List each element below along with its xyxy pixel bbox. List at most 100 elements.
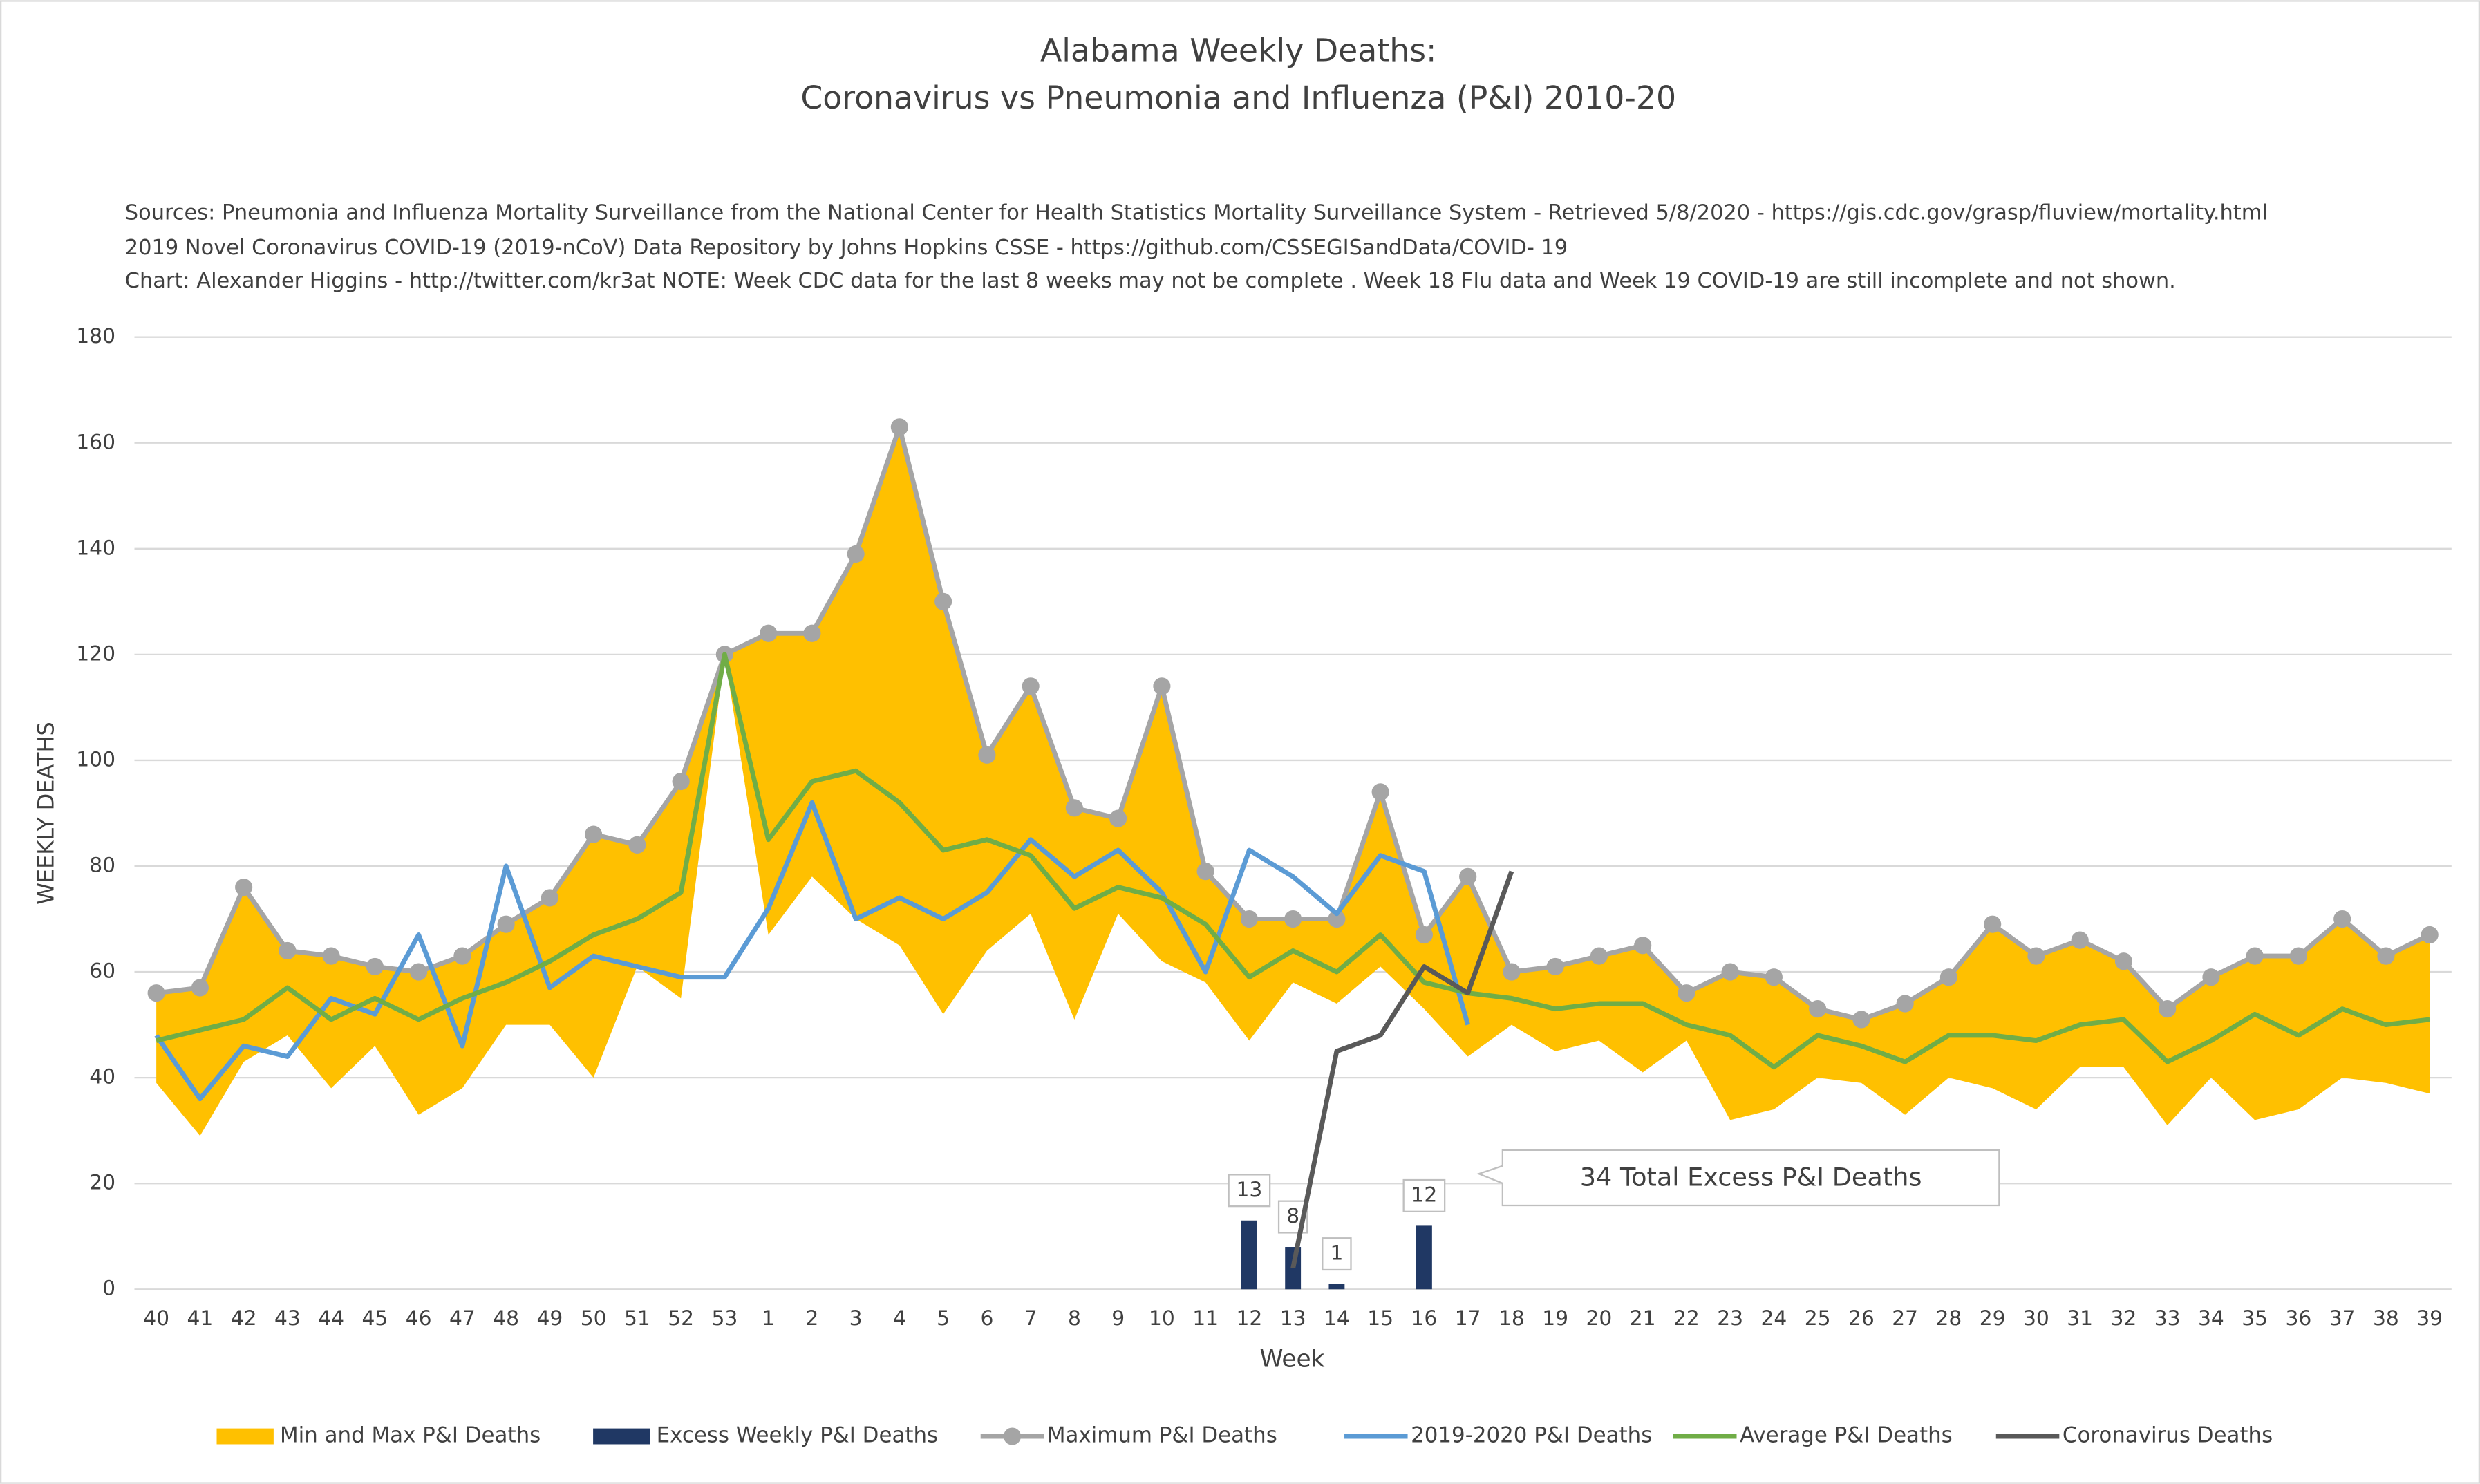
marker xyxy=(2159,1000,2177,1018)
line xyxy=(156,652,2430,1070)
marker xyxy=(585,825,603,843)
legend-label: 2019-2020 P&I Deaths xyxy=(1411,1423,1652,1448)
legend-swatch xyxy=(216,1428,274,1445)
marker xyxy=(235,879,253,896)
y-tick-label: 140 xyxy=(76,536,115,560)
x-tick-label: 51 xyxy=(624,1306,650,1331)
marker xyxy=(1896,995,1914,1013)
marker xyxy=(410,963,428,981)
marker xyxy=(1459,867,1477,885)
y-tick-label: 0 xyxy=(102,1277,115,1301)
x-tick-label: 25 xyxy=(1805,1306,1831,1331)
marker xyxy=(1065,799,1083,817)
marker xyxy=(453,947,471,965)
marker xyxy=(803,624,821,642)
legend: Min and Max P&I Deaths Excess Weekly P&I … xyxy=(216,1423,2273,1448)
bar xyxy=(1328,1284,1345,1290)
marker xyxy=(1765,968,1783,986)
y-tick-label: 160 xyxy=(76,430,115,454)
x-tick-label: 10 xyxy=(1149,1306,1175,1331)
x-tick-label: 52 xyxy=(668,1306,694,1331)
marker xyxy=(1546,957,1564,975)
subtitle: 2019 Novel Coronavirus COVID-19 (2019-nC… xyxy=(125,236,1568,260)
marker xyxy=(1022,677,1040,695)
x-tick-label: 9 xyxy=(1111,1306,1125,1331)
legend-label: Average P&I Deaths xyxy=(1740,1423,1953,1448)
x-tick-label: 36 xyxy=(2286,1306,2312,1331)
legend-label: Maximum P&I Deaths xyxy=(1047,1423,1277,1448)
x-tick-label: 42 xyxy=(231,1306,257,1331)
marker xyxy=(1109,809,1127,827)
marker xyxy=(2333,910,2351,928)
data-label: 8 xyxy=(1286,1204,1299,1228)
marker xyxy=(1939,968,1958,986)
x-tick-label: 6 xyxy=(980,1306,993,1331)
callout-box xyxy=(1476,1149,2000,1207)
x-tick-label: 4 xyxy=(893,1306,906,1331)
marker xyxy=(1984,915,2002,933)
x-tick-label: 5 xyxy=(937,1306,950,1331)
x-tick-label: 20 xyxy=(1586,1306,1612,1331)
x-tick-label: 22 xyxy=(1673,1306,1700,1331)
data-label: 1 xyxy=(1330,1241,1343,1266)
x-tick-label: 21 xyxy=(1630,1306,1656,1331)
marker xyxy=(191,979,209,997)
x-tick-label: 41 xyxy=(187,1306,213,1331)
marker xyxy=(497,915,515,933)
marker xyxy=(2246,947,2264,965)
x-tick-label: 38 xyxy=(2373,1306,2399,1331)
y-tick-label: 120 xyxy=(76,641,115,666)
x-tick-label: 53 xyxy=(711,1306,738,1331)
y-tick-label: 40 xyxy=(89,1065,115,1089)
marker xyxy=(1153,677,1171,695)
x-tick-label: 45 xyxy=(361,1306,388,1331)
x-tick-label: 32 xyxy=(2111,1306,2137,1331)
x-tick-label: 11 xyxy=(1192,1306,1219,1331)
legend-swatch xyxy=(593,1428,650,1445)
legend-label: Coronavirus Deaths xyxy=(2063,1423,2273,1448)
marker xyxy=(847,545,865,563)
marker xyxy=(2289,947,2308,965)
marker xyxy=(2027,947,2045,965)
line xyxy=(154,800,1470,1102)
marker xyxy=(2071,931,2089,949)
legend-label: Excess Weekly P&I Deaths xyxy=(657,1423,939,1448)
subtitle: Sources: Pneumonia and Influenza Mortali… xyxy=(125,201,2268,225)
bar xyxy=(1241,1220,1257,1290)
marker xyxy=(541,889,558,907)
x-tick-label: 15 xyxy=(1367,1306,1393,1331)
x-tick-label: 29 xyxy=(1980,1306,2006,1331)
x-tick-label: 43 xyxy=(274,1306,301,1331)
x-tick-label: 33 xyxy=(2154,1306,2181,1331)
marker xyxy=(2421,926,2439,944)
y-axis-label: WEEKLY DEATHS xyxy=(33,722,59,905)
marker xyxy=(1721,963,1739,981)
callout: 34 Total Excess P&I Deaths xyxy=(1476,1149,2000,1207)
x-axis-label: Week xyxy=(1260,1346,1325,1373)
data-label: 13 xyxy=(1236,1178,1262,1202)
x-tick-label: 3 xyxy=(849,1306,863,1331)
x-tick-label: 46 xyxy=(406,1306,432,1331)
y-tick-label: 60 xyxy=(89,959,115,984)
x-tick-label: 14 xyxy=(1324,1306,1350,1331)
x-tick-label: 13 xyxy=(1280,1306,1306,1331)
subtitle: Chart: Alexander Higgins - http://twitte… xyxy=(125,269,2176,293)
chart-title: Alabama Weekly Deaths: xyxy=(1040,32,1437,68)
legend-label: Min and Max P&I Deaths xyxy=(280,1423,541,1448)
marker xyxy=(1590,947,1608,965)
marker xyxy=(760,624,778,642)
marker xyxy=(1371,783,1389,801)
marker xyxy=(1678,984,1695,1002)
marker xyxy=(1415,926,1433,944)
y-tick-label: 80 xyxy=(89,854,115,878)
marker xyxy=(672,772,690,791)
x-tick-label: 37 xyxy=(2329,1306,2356,1331)
marker xyxy=(934,592,952,610)
line xyxy=(1290,870,1514,1269)
x-tick-label: 19 xyxy=(1542,1306,1568,1331)
x-tick-label: 39 xyxy=(2416,1306,2443,1331)
annotation: 34 Total Excess P&I Deaths xyxy=(1580,1163,1922,1192)
x-tick-label: 8 xyxy=(1068,1306,1081,1331)
